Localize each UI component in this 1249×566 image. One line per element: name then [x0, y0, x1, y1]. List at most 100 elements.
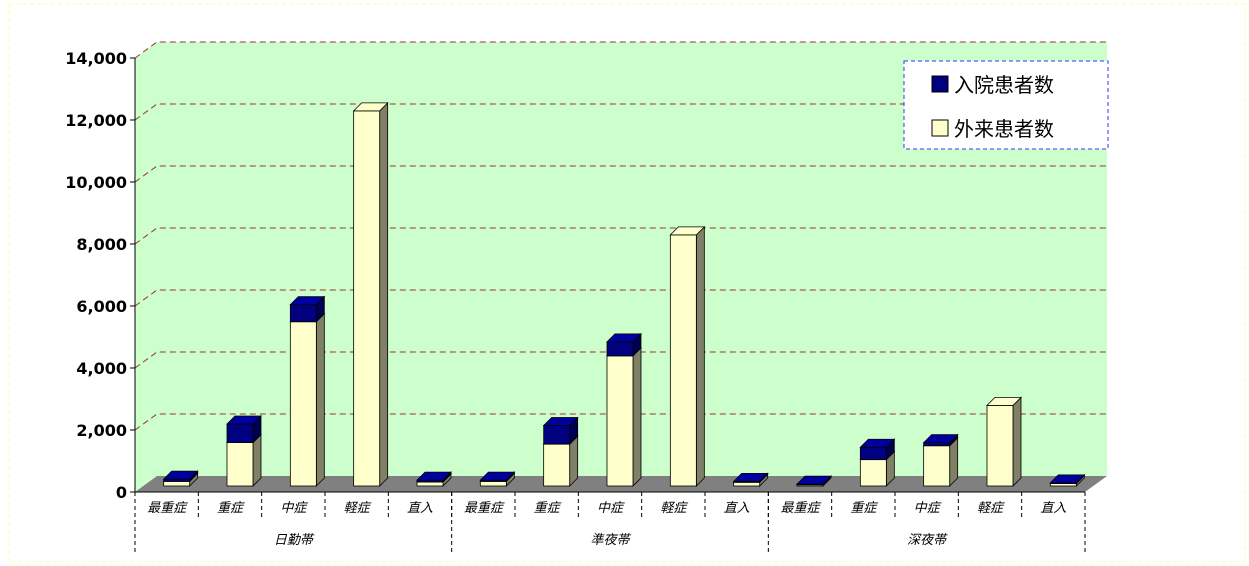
bars [162, 101, 1086, 487]
x-group-label: 準夜帯 [590, 533, 631, 548]
x-group-label: 深夜帯 [907, 533, 948, 548]
outer-dashed-frame [8, 3, 1246, 563]
bar-top-face [922, 434, 959, 444]
bar-top-face [669, 226, 706, 236]
gridline [134, 289, 1107, 307]
bar-front-face [416, 481, 444, 487]
x-tick-label: 最重症 [780, 501, 821, 516]
y-tick-label: 8,000 [76, 235, 127, 254]
bar-segment-outpatient [606, 346, 642, 487]
x-tick-label: 軽症 [977, 501, 1005, 516]
bar-front-face [669, 234, 697, 487]
bar-segment-inpatient [922, 433, 959, 447]
bar-segment-inpatient [479, 471, 516, 483]
y-tick-label: 10,000 [65, 173, 127, 192]
bar-front-face [543, 425, 571, 445]
bar-front-face [479, 480, 507, 487]
y-tick-label: 2,000 [76, 421, 127, 440]
bar-front-face [606, 355, 634, 487]
x-tick-label: 中症 [280, 501, 308, 516]
y-tick-label: 12,000 [65, 111, 127, 130]
y-tick-label: 6,000 [76, 297, 127, 316]
bar-segment-outpatient [352, 101, 389, 487]
gridline [134, 227, 1107, 245]
x-tick-label: 中症 [914, 501, 942, 516]
legend-swatch [931, 75, 949, 93]
bar-front-face [923, 442, 951, 447]
bar-top-face [352, 102, 389, 112]
bar-top-face [606, 333, 642, 343]
x-group-label: 日勤帯 [274, 533, 315, 548]
bar-segment-inpatient [289, 295, 326, 323]
bar-front-face [923, 445, 951, 487]
bar-front-face [226, 423, 254, 444]
bar-side-face [1012, 396, 1022, 487]
bar-front-face [353, 110, 381, 487]
gridline [134, 351, 1107, 369]
x-tick-label: 重症 [850, 501, 878, 516]
gridline [134, 41, 1107, 59]
bar-segment-inpatient [859, 438, 896, 461]
bar-front-face [733, 481, 761, 487]
gridlines [134, 41, 1107, 431]
legend-swatch [931, 119, 949, 137]
bar-segment-inpatient [606, 332, 642, 357]
y-tick-label: 14,000 [65, 49, 127, 68]
bar-front-face [226, 442, 254, 487]
bar-side-face [252, 433, 262, 487]
bar-segment-inpatient [732, 472, 769, 484]
y-axis: 0 2,000 4,000 6,000 8,000 10,000 12,000 14,000 [65, 49, 136, 502]
bar-top-face [859, 438, 896, 448]
bar-side-face [695, 225, 705, 487]
x-tick-label: 最重症 [464, 501, 505, 516]
y-tick-label: 0 [116, 483, 127, 502]
x-tick-label: 軽症 [660, 501, 688, 516]
gridline [134, 165, 1107, 183]
y-tick-label: 4,000 [76, 359, 127, 378]
bar-top-face [162, 470, 199, 480]
bar-side-face [632, 346, 642, 487]
bar-front-face [163, 480, 191, 487]
x-tick-label: 重症 [217, 501, 245, 516]
bar-segment-outpatient [986, 396, 1022, 487]
x-tick-label: 軽症 [344, 501, 372, 516]
bar-front-face [606, 341, 634, 357]
bar-top-face [289, 296, 326, 306]
bar-segment-inpatient [1049, 473, 1086, 485]
side-wall [135, 42, 157, 492]
bar-segment-inpatient [542, 416, 579, 446]
bar-segment-inpatient [226, 415, 262, 444]
x-tick-label: 最重症 [147, 501, 188, 516]
gridline [134, 413, 1107, 431]
bar-top-face [479, 471, 516, 481]
bar-top-face [986, 396, 1022, 406]
gridline [134, 103, 1107, 121]
legend-label: 入院患者数 [954, 73, 1054, 97]
x-tick-label: 直入 [407, 501, 433, 516]
bar-side-face [569, 435, 579, 487]
bar-front-face [986, 404, 1014, 487]
bar-front-face [543, 443, 571, 487]
bar-top-face [796, 475, 832, 485]
bar-segment-inpatient [796, 475, 832, 486]
x-tick-label: 直入 [724, 501, 750, 516]
bar-top-face [416, 471, 452, 481]
bar-top-face [226, 415, 262, 425]
x-tick-label: 直入 [1040, 501, 1066, 516]
bar-segment-outpatient [669, 225, 706, 487]
bar-front-face [289, 304, 317, 323]
bar-segment-inpatient [416, 471, 452, 483]
bar-top-face [542, 417, 579, 426]
bar-segment-outpatient [289, 312, 326, 487]
x-tick-label: 重症 [534, 501, 562, 516]
bar-front-face [859, 446, 887, 461]
bar-side-face [315, 312, 325, 487]
bar-top-face [1049, 474, 1086, 484]
legend-label: 外来患者数 [954, 117, 1054, 141]
bar-top-face [732, 472, 769, 482]
bar-front-face [289, 321, 317, 487]
bar-front-face [859, 459, 887, 487]
